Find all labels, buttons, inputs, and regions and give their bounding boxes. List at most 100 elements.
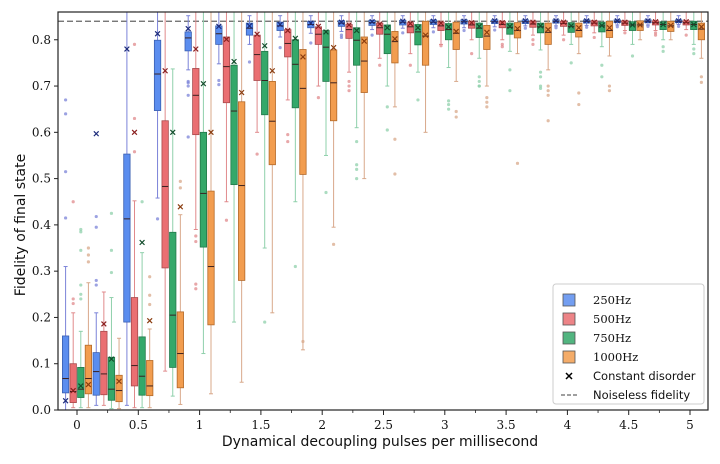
marker-x-stroke-b — [85, 381, 92, 388]
constant-disorder-marker — [169, 129, 176, 136]
box-500hz-x2_25 — [345, 12, 353, 93]
constant-disorder-marker — [507, 23, 513, 30]
box-iqr — [92, 352, 100, 396]
y-tick-label: 0.4 — [32, 218, 51, 232]
box-1000hz-x4 — [575, 12, 583, 107]
outlier-point — [500, 45, 504, 49]
box-250hz-x1 — [184, 15, 192, 139]
marker-x-stroke-b — [599, 22, 605, 29]
box-iqr — [245, 22, 254, 36]
outlier-point — [217, 78, 221, 83]
x-tick-label: 4 — [564, 418, 572, 432]
box-iqr — [383, 24, 391, 55]
box-1000hz-x3_25 — [483, 12, 491, 109]
outlier-point — [79, 230, 83, 234]
box-iqr — [567, 22, 575, 33]
marker-x-stroke-b — [468, 19, 475, 26]
marker-x-stroke-b — [284, 27, 291, 34]
marker-x-stroke-b — [93, 130, 100, 137]
constant-disorder-marker — [353, 27, 360, 34]
box-iqr — [376, 22, 384, 35]
outlier-point — [531, 38, 535, 42]
box-iqr — [123, 153, 131, 323]
outlier-point — [653, 33, 658, 37]
marker-x-stroke-b — [307, 20, 314, 26]
box-iqr — [222, 36, 231, 104]
box-iqr — [314, 26, 323, 45]
outlier-point — [255, 152, 259, 156]
marker-x-stroke-b — [568, 23, 575, 29]
box-250hz-x0_75 — [153, 12, 162, 221]
y-tick-label: 0.5 — [32, 172, 51, 186]
constant-disorder-marker — [537, 23, 544, 29]
outlier-point — [94, 214, 98, 219]
box-iqr — [192, 68, 200, 136]
box-1000hz-x3_75 — [544, 12, 552, 123]
marker-x-stroke-b — [553, 17, 559, 24]
outlier-point — [86, 253, 90, 257]
legend-label: 500Hz — [593, 312, 631, 326]
box-750hz-x3 — [444, 12, 453, 111]
box-iqr — [444, 23, 453, 41]
constant-disorder-marker — [461, 18, 467, 25]
marker-x-stroke-b — [399, 18, 406, 25]
marker-x-stroke-b — [430, 18, 437, 25]
outlier-point — [94, 283, 98, 287]
constant-disorder-marker — [323, 29, 329, 35]
constant-disorder-marker — [522, 17, 529, 24]
constant-disorder-marker — [162, 67, 168, 74]
marker-x-stroke-b — [629, 22, 636, 28]
marker-x-stroke-b — [575, 24, 582, 31]
box-iqr — [84, 344, 92, 395]
box-500hz-x3_25 — [468, 12, 476, 56]
box-iqr — [506, 22, 514, 35]
marker-x-stroke-b — [369, 18, 375, 25]
constant-disorder-marker — [622, 19, 628, 26]
outlier-point — [592, 35, 596, 40]
outlier-point — [485, 105, 489, 109]
marker-x-stroke-b — [323, 29, 329, 35]
marker-x-stroke-b — [484, 29, 490, 36]
box-250hz-x1_5 — [245, 15, 254, 64]
x-tick-label: 4.5 — [619, 418, 638, 432]
constant-disorder-marker — [499, 19, 506, 26]
legend-swatch — [562, 293, 576, 307]
constant-disorder-marker — [62, 397, 69, 404]
constant-disorder-marker — [330, 44, 337, 51]
box-group-3_75 — [521, 12, 552, 123]
box-250hz-x1_25 — [215, 12, 223, 87]
constant-disorder-marker — [261, 42, 268, 49]
outlier-point — [431, 30, 435, 34]
y-tick-label: 0.7 — [32, 79, 51, 93]
outlier-point — [79, 297, 83, 301]
outlier-point — [339, 35, 344, 40]
box-iqr — [322, 30, 330, 82]
box-iqr — [360, 36, 368, 93]
constant-disorder-marker — [277, 21, 283, 28]
box-500hz-x4_5 — [621, 12, 629, 35]
outlier-point — [577, 91, 581, 95]
box-iqr — [230, 64, 238, 186]
outlier-point — [615, 25, 619, 29]
constant-disorder-marker — [208, 129, 214, 136]
constant-disorder-marker — [307, 20, 314, 26]
box-500hz-x1_5 — [253, 12, 261, 156]
outlier-point — [577, 102, 581, 107]
outlier-point — [385, 105, 389, 109]
outlier-point — [64, 112, 68, 116]
marker-x-stroke-b — [231, 58, 237, 65]
outlier-point — [569, 61, 573, 65]
outlier-point — [661, 45, 665, 49]
marker-x-stroke-b — [476, 23, 483, 30]
outlier-point — [186, 79, 190, 84]
outlier-point — [508, 89, 512, 93]
marker-x-stroke-b — [591, 19, 598, 26]
marker-x-stroke-b — [101, 321, 107, 327]
box-250hz-x3_75 — [521, 15, 529, 30]
box-1000hz-x0_5 — [146, 275, 154, 409]
y-tick-label: 0.3 — [32, 264, 51, 278]
x-tick-label: 0.5 — [129, 418, 148, 432]
box-iqr — [253, 34, 261, 81]
outlier-point — [393, 137, 397, 141]
axes: 0.0 0.1 0.2 0.3 0.4 0.5 0.6 0.7 0.8 0 0.5 1 1.5 2 2.5 3… — [32, 11, 709, 432]
